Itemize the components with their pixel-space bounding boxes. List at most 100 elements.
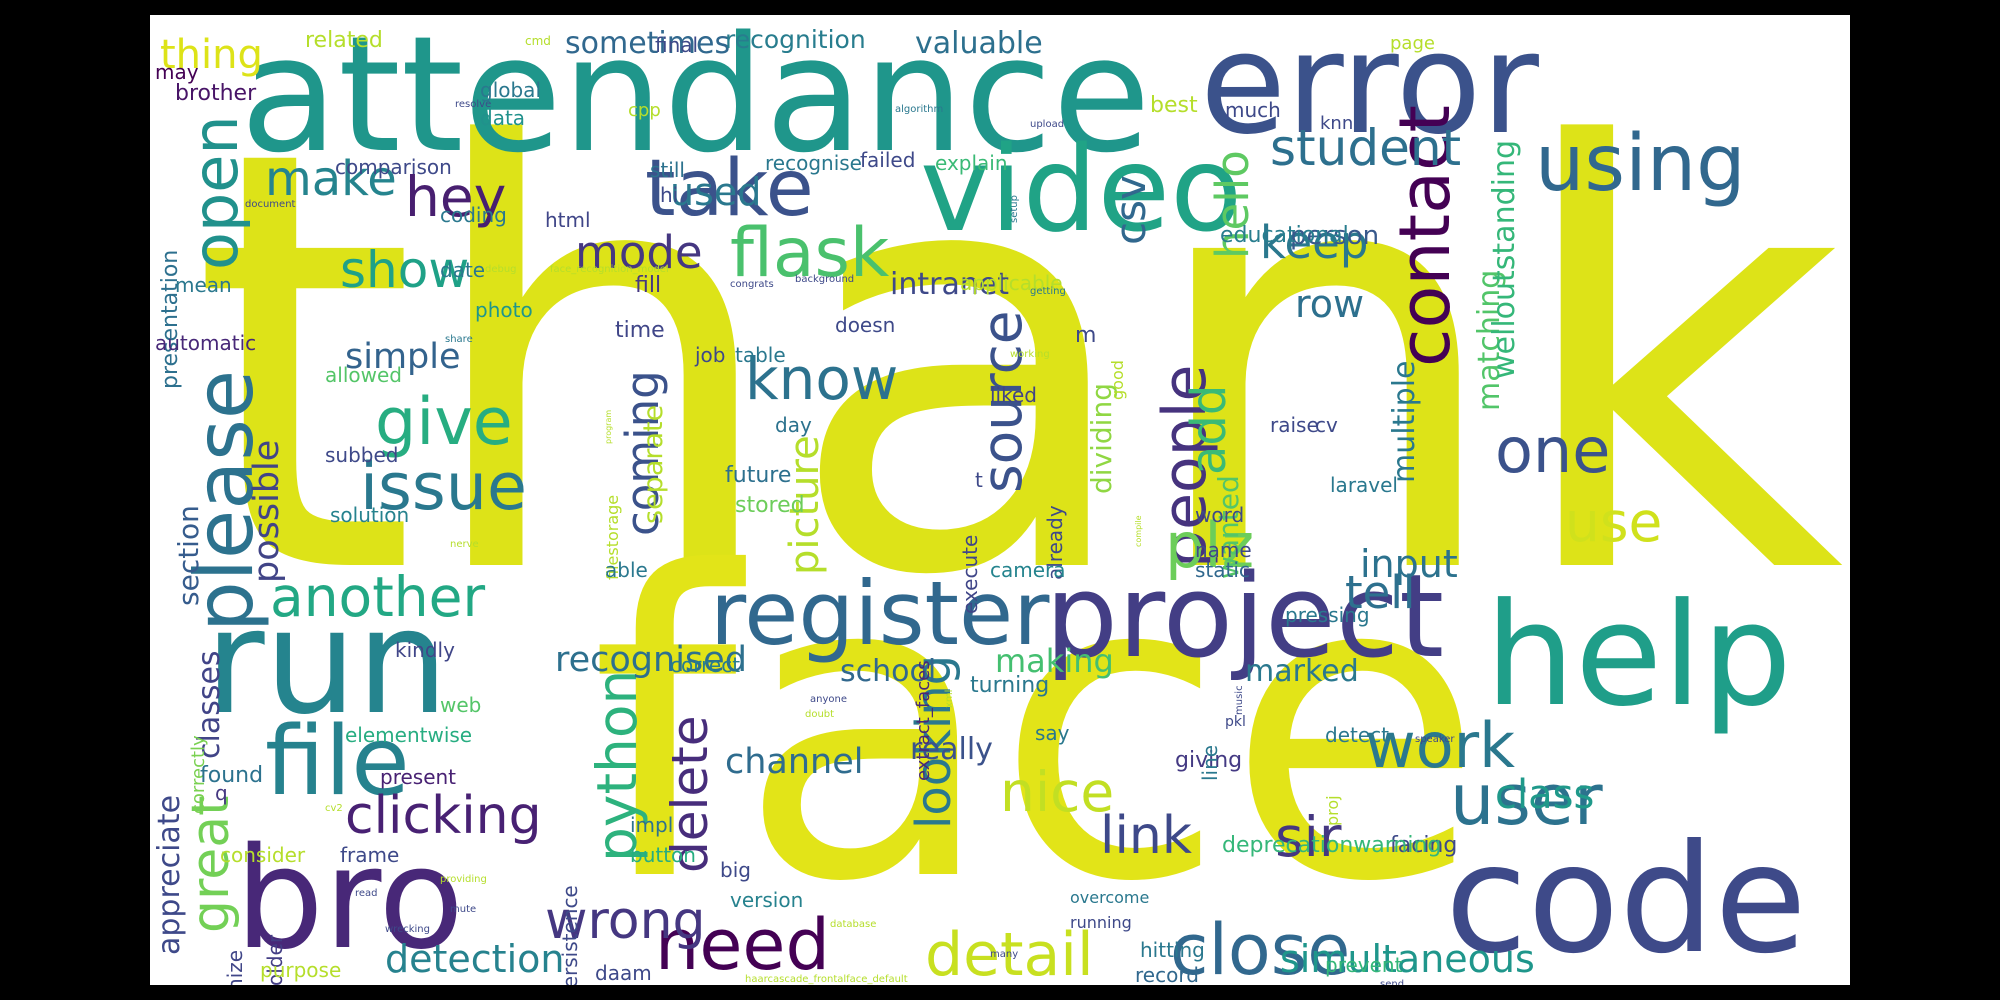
word-line: line <box>1198 744 1222 781</box>
word-link: link <box>1100 806 1192 866</box>
word-working: working <box>1010 349 1050 360</box>
word-resolve: resolve <box>455 99 492 110</box>
word-liked: liked <box>990 383 1037 407</box>
word-fill: fill <box>635 273 662 298</box>
word-purpose: purpose <box>260 958 342 982</box>
word-welloutstanding: welloutstanding <box>1487 139 1522 379</box>
word-wrong: wrong <box>545 891 706 951</box>
word-separate: separate <box>638 404 669 524</box>
word-cv2: cv2 <box>325 803 343 814</box>
word-correct: correct <box>670 653 741 677</box>
word-day: day <box>775 413 812 437</box>
word-elementwise: elementwise <box>345 723 473 747</box>
word-facing: facing <box>1390 833 1458 858</box>
word-detail: detail <box>925 920 1094 985</box>
word-able: able <box>605 558 648 582</box>
word-doesn: doesn <box>835 313 896 337</box>
word-allowed: allowed <box>325 363 402 387</box>
word-html: html <box>545 208 591 232</box>
word-make: make <box>265 151 397 207</box>
word-give: give <box>375 385 513 460</box>
word-possible: possible <box>247 439 287 583</box>
word-cloud: thank face attendance error video run bro code h… <box>150 15 1850 985</box>
word-user: user <box>1450 759 1603 841</box>
word-found: found <box>200 763 264 788</box>
word-educational: educational <box>1220 223 1349 248</box>
word-nice: nice <box>1000 760 1115 824</box>
word-cpp: cpp <box>628 100 661 121</box>
word-compile: compile <box>1134 515 1143 547</box>
word-providing: providing <box>440 874 487 885</box>
word-thank: thank <box>190 27 1844 702</box>
word-music: music <box>1234 685 1245 715</box>
word-recognise: recognise <box>765 151 862 175</box>
word-valuable: valuable <box>915 26 1043 61</box>
word-doubt: doubt <box>805 709 835 720</box>
word-marked: marked <box>1245 654 1359 689</box>
word-comparison: comparison <box>335 155 452 179</box>
word-table: table <box>735 343 786 367</box>
word-turning: turning <box>970 673 1050 698</box>
word-video: video <box>920 120 1243 258</box>
word-code: code <box>1445 813 1807 985</box>
word-another: another <box>270 565 486 629</box>
word-much: much <box>1225 98 1281 122</box>
word-solution: solution <box>330 503 410 527</box>
word-explain: explain <box>935 151 1008 175</box>
word-share: share <box>445 334 473 345</box>
word-impl: impl <box>630 813 674 837</box>
word-multiple: multiple <box>1387 360 1422 483</box>
word-channel: channel <box>725 742 864 782</box>
word-pressing: pressing <box>1285 603 1370 627</box>
word-register: register <box>710 562 1050 665</box>
word-global: global <box>480 78 541 102</box>
word-automatic: automatic <box>155 331 257 355</box>
word-mute: mute <box>450 904 477 915</box>
word-issue: issue <box>360 450 527 525</box>
word-simple: simple <box>345 337 461 377</box>
word-anyone: anyone <box>810 694 847 705</box>
word-final: final <box>655 33 699 57</box>
word-wrecking: wrecking <box>385 924 430 935</box>
word-really: really <box>910 732 993 767</box>
word-intranet: intranet <box>890 267 1010 302</box>
word-overcome: overcome <box>1070 888 1150 907</box>
word-algorithm: algorithm <box>895 104 944 115</box>
word-big: big <box>720 858 751 882</box>
word-cmd: cmd <box>525 34 551 48</box>
word-data: data <box>480 106 526 130</box>
word-upload: upload <box>1030 119 1065 130</box>
word-simultaneous: simultaneous <box>1280 937 1535 981</box>
word-one: one <box>1495 414 1611 487</box>
word-consider: consider <box>220 843 306 867</box>
word-future: future <box>725 463 792 488</box>
word-static: static <box>1195 558 1250 582</box>
word-speaker: speaker <box>1415 734 1455 745</box>
word-student: student <box>1270 119 1462 177</box>
word-mean: mean <box>175 273 232 297</box>
word-job: job <box>695 343 726 367</box>
word-hi: hi <box>660 183 679 207</box>
word-running: running <box>1070 913 1132 932</box>
word-send: send <box>1380 979 1405 986</box>
word-attendance: attendance <box>240 15 1151 188</box>
word-still: still <box>650 158 685 182</box>
word-proj: proj <box>1323 795 1342 826</box>
word-coding: coding <box>440 203 507 227</box>
word-cv: cv <box>1315 413 1338 437</box>
word-take: take <box>645 144 814 234</box>
word-pkl: pkl <box>1225 714 1246 730</box>
word-xml: xml <box>944 689 955 708</box>
word-stored: stored <box>735 493 805 518</box>
word-recognition: recognition <box>725 25 866 54</box>
word-knn: knn <box>1320 113 1354 134</box>
word-word: word <box>1195 503 1245 527</box>
word-execute: execute <box>958 534 982 614</box>
word-sometimes: sometimes <box>565 26 731 61</box>
word-persistence: persistence <box>558 885 582 985</box>
word-name: name <box>1195 538 1252 562</box>
word-row: row <box>1295 282 1365 326</box>
word-laravel: laravel <box>1330 473 1398 497</box>
word-congrats: congrats <box>730 279 774 290</box>
word-appreciate: appreciate <box>152 794 187 955</box>
